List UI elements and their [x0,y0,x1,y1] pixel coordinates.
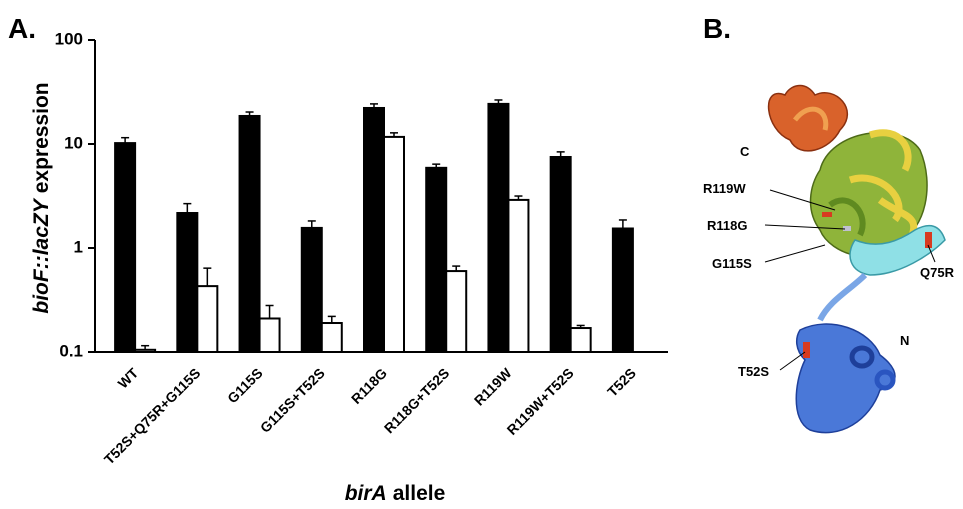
structure-label: N [900,333,909,348]
bar [384,137,404,352]
bar [115,143,135,352]
y-tick-label: 1 [74,237,83,256]
panel-label: A. [8,13,36,44]
y-axis-label: bioF::lacZY expression [30,82,53,313]
bar [551,157,571,352]
bar [613,228,633,352]
bar [135,350,155,352]
mutation-site [803,342,810,358]
x-label-italic: birA [345,482,387,505]
x-tick-label: G115S [224,365,266,407]
structure-label: R118G [707,218,747,233]
figure: A. B. bioF::lacZY expression birA allele C… [0,0,963,509]
x-tick-label: R118G+T52S [381,365,453,437]
y-tick-label: 10 [64,133,83,152]
x-tick-label: T52S [604,365,639,400]
bar [302,228,322,352]
panel-label: B. [703,13,731,44]
bar [426,168,446,352]
bar [197,286,217,352]
n-terminal-domain [796,324,895,433]
x-tick-label: WT [115,364,142,391]
bar [508,200,528,352]
x-axis-label: birA allele [345,482,446,505]
error-bar [308,221,316,228]
protein-structure [765,86,945,433]
x-tick-label: R119W [471,364,515,408]
structure-label: R119W [703,181,746,196]
bar [260,318,280,352]
structure-label: G115S [712,256,752,271]
bar [177,213,197,352]
y-tick-label: 100 [55,29,83,48]
bar [240,116,260,352]
y-label-plain: expression [30,82,53,193]
bar [571,328,591,352]
bar [446,271,466,352]
bar [322,323,342,352]
c-terminal-domain [769,86,848,151]
structure-label: T52S [738,364,769,379]
x-tick-label: G115S+T52S [257,365,328,436]
structure-label: C [740,144,750,159]
bar [364,108,384,352]
structure-label: Q75R [920,265,955,280]
mutation-site [822,212,832,217]
y-tick-label: 0.1 [59,341,83,360]
y-label-italic: bioF::lacZY [30,197,53,313]
linker [820,275,865,320]
x-label-plain: allele [393,482,446,505]
x-tick-label: R118G [348,365,390,407]
error-bar [266,305,274,318]
error-bar [203,268,211,286]
x-tick-label: R119W+T52S [504,365,577,438]
error-bar [183,204,191,213]
error-bar [619,220,627,229]
bar [488,104,508,352]
